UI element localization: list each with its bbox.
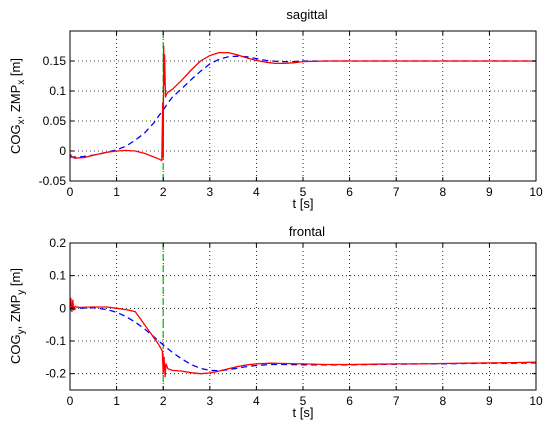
y-label-main: COG [8,124,23,154]
plot-area [70,31,536,181]
y-tick-labels: -0.2 -0.1 0 0.1 0.2 [45,236,536,381]
y-tick-label: 0.1 [49,269,66,283]
x-tick-label: 1 [113,394,120,408]
x-tick-label: 9 [486,394,493,408]
sagittal-panel: sagittal 0 1 2 3 4 5 6 7 8 9 10 -0.0500.050.10.15 … [8,7,543,211]
x-tick-label: 9 [486,185,493,199]
y-label-sub1: y [16,329,27,334]
x-tick-label: 6 [346,185,353,199]
x-tick-label: 10 [529,185,543,199]
y-label-sub2: y [16,290,27,295]
x-tick-labels: 0 1 2 3 4 5 6 7 8 9 10 [67,243,543,408]
y-tick-label: 0.1 [49,84,66,98]
y-tick-label: 0.15 [43,54,67,68]
x-tick-label: 2 [160,394,167,408]
x-axis-label: t [s] [293,405,314,420]
series-group [69,297,537,378]
y-tick-label: 0.05 [43,114,67,128]
y-axis-label: COGx, ZMPx [m] [8,58,27,154]
y-label-main: COG [8,334,23,364]
y-axis-label: COGy, ZMPy [m] [8,268,27,364]
x-axis-label: t [s] [293,196,314,211]
series-group [69,45,536,162]
x-tick-label: 5 [300,185,307,199]
x-tick-label: 5 [300,394,307,408]
x-tick-label: 6 [346,394,353,408]
x-tick-label: 4 [253,185,260,199]
frontal-panel: frontal 0 1 2 3 4 5 6 7 8 9 10 -0.2 -0.1 0 0.1 0.2 t [… [8,224,543,420]
y-label-mid: , ZMP [8,295,23,330]
x-tick-label: 7 [393,394,400,408]
y-tick-label: -0.05 [39,174,67,188]
cog-series-line [70,55,536,158]
y-label-tail: [m] [8,268,23,290]
y-label-sub1: x [16,119,27,124]
y-label-mid: , ZMP [8,85,23,120]
y-tick-labels: -0.05 0 0.05 0.1 0.15 [39,54,536,188]
y-tick-label: -0.1 [45,334,66,348]
y-tick-label: 0.2 [49,236,66,250]
y-tick-label: -0.2 [45,367,66,381]
x-tick-label: 3 [206,185,213,199]
x-tick-labels: 0 1 2 3 4 5 6 7 8 9 10 [67,31,543,199]
x-tick-label: 0 [67,185,74,199]
chart-title: sagittal [286,7,327,22]
y-label-tail: [m] [8,58,23,80]
zmp-series-line [69,297,537,378]
x-tick-label: 8 [439,185,446,199]
x-tick-label: 8 [439,394,446,408]
x-tick-label: 1 [113,185,120,199]
chart-title: frontal [289,224,325,239]
x-tick-label: 2 [160,185,167,199]
x-tick-label: 4 [253,394,260,408]
x-tick-label: 3 [206,394,213,408]
y-label-sub2: x [16,80,27,85]
x-tick-label: 7 [393,185,400,199]
y-tick-label: 0 [59,144,66,158]
x-tick-label: 10 [529,394,543,408]
x-tick-label: 0 [67,394,74,408]
zmp-series-line [69,45,536,162]
y-tick-label: 0 [59,301,66,315]
